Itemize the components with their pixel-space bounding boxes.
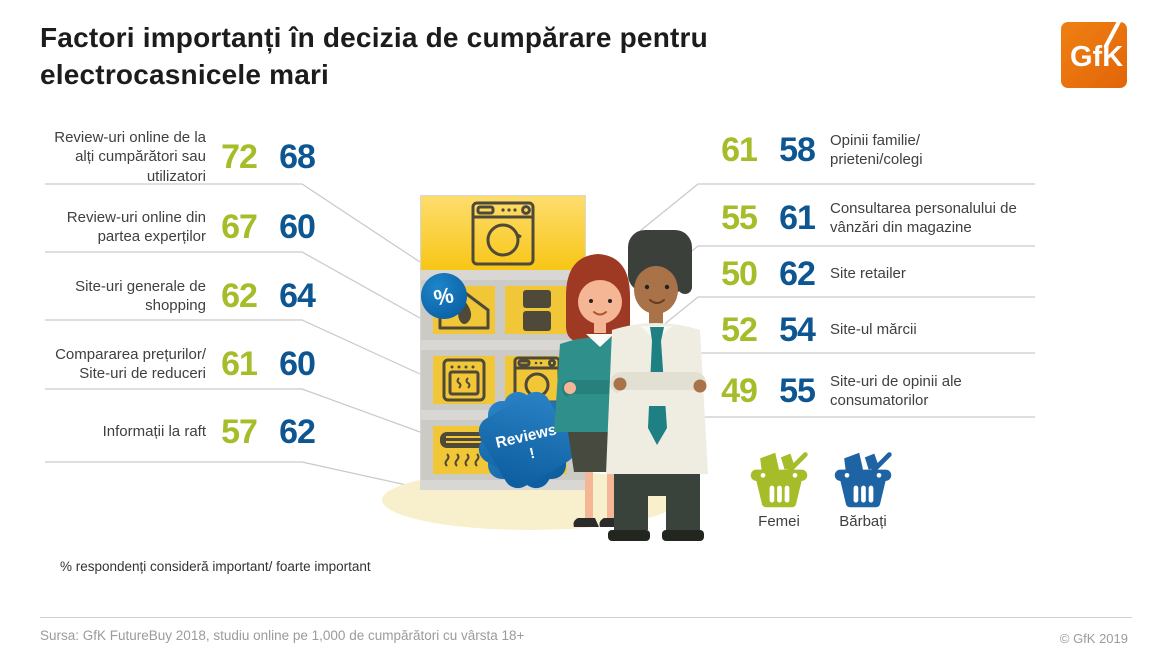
barbati-value: 55 <box>779 371 816 410</box>
factor-label: Consultarea personalului de vânzări din … <box>830 199 1017 236</box>
barbati-value: 60 <box>279 207 316 246</box>
legend-femei: Femei <box>738 450 820 530</box>
factor-label: Opinii familie/ prieteni/colegi <box>830 131 923 168</box>
barbati-basket-icon <box>834 452 892 508</box>
reviews-badge: Reviews ! <box>478 391 576 489</box>
femei-value: 67 <box>221 207 258 246</box>
factor-row: 49 55 Site-uri de opinii ale consumatori… <box>714 366 1046 416</box>
factor-row: 55 61 Consultarea personalului de vânzăr… <box>714 193 1046 243</box>
legend-femei-label: Femei <box>758 513 800 530</box>
barbati-value: 60 <box>279 344 316 383</box>
floor-shadow <box>382 470 678 530</box>
factor-row: Compararea prețurilor/ Site-uri de reduc… <box>40 340 322 388</box>
percent-badge: % <box>421 273 467 319</box>
factor-row: Review-uri online de la alți cumpărători… <box>40 125 322 189</box>
femei-value: 52 <box>721 310 758 349</box>
femei-basket-icon <box>750 452 808 508</box>
woman-figure <box>554 254 646 527</box>
legend-barbati: Bărbați <box>822 450 904 530</box>
factor-label: Site-uri generale de shopping <box>75 277 206 314</box>
barbati-value: 54 <box>779 310 816 349</box>
femei-value: 49 <box>721 371 758 410</box>
factor-row: 61 58 Opinii familie/ prieteni/colegi <box>714 125 1046 175</box>
barbati-value: 68 <box>279 137 316 176</box>
factor-label: Site retailer <box>830 265 906 283</box>
factor-label: Compararea prețurilor/ Site-uri de reduc… <box>55 345 206 382</box>
barbati-value: 62 <box>779 254 816 293</box>
dryer-icon <box>513 356 561 404</box>
percent-sign: % <box>432 282 456 311</box>
factor-label: Review-uri online din partea experților <box>66 208 206 245</box>
copyright-text: © GfK 2019 <box>1059 631 1128 646</box>
femei-value: 61 <box>721 130 758 169</box>
gfk-logo: GfK <box>1061 12 1127 88</box>
reviews-badge-exclamation: ! <box>528 445 537 463</box>
reviews-badge-text: Reviews <box>494 421 558 452</box>
factor-row: Informații la raft 57 62 <box>40 408 322 456</box>
femei-value: 72 <box>221 137 258 176</box>
femei-value: 50 <box>721 254 758 293</box>
appliance-shelf <box>420 195 586 490</box>
man-figure <box>606 230 708 541</box>
factor-label: Site-uri de opinii ale consumatorilor <box>830 372 962 409</box>
barbati-value: 61 <box>779 198 816 237</box>
chart-note: % respondenți consideră important/ foart… <box>60 559 371 574</box>
factor-label: Site-ul mărcii <box>830 321 917 339</box>
femei-value: 62 <box>221 276 258 315</box>
washing-machine-icon <box>471 201 535 266</box>
factor-label: Review-uri online de la alți cumpărători… <box>54 129 206 185</box>
femei-value: 55 <box>721 198 758 237</box>
femei-value: 57 <box>221 412 258 451</box>
footer-divider <box>40 617 1132 618</box>
air-conditioner-icon <box>440 432 490 467</box>
heating-house-icon <box>438 290 490 330</box>
shelf-top-panel <box>421 196 585 270</box>
logo-accent-slash <box>1104 12 1125 48</box>
barbati-value: 64 <box>279 276 316 315</box>
logo-text: GfK <box>1070 41 1123 73</box>
legend-barbati-label: Bărbați <box>839 513 887 530</box>
factor-row: 52 54 Site-ul mărcii <box>714 308 1046 352</box>
factor-label: Informații la raft <box>102 423 206 441</box>
barbati-value: 58 <box>779 130 816 169</box>
fridge-icon <box>523 290 551 331</box>
femei-value: 61 <box>221 344 258 383</box>
factor-row: Review-uri online din partea experților … <box>40 203 322 251</box>
factor-row: Site-uri generale de shopping 62 64 <box>40 272 322 320</box>
oven-icon <box>442 358 486 402</box>
page-title: Factori importanți în decizia de cumpăra… <box>40 22 708 90</box>
source-text: Sursa: GfK FutureBuy 2018, studiu online… <box>40 628 525 643</box>
factor-row: 50 62 Site retailer <box>714 252 1046 296</box>
barbati-value: 62 <box>279 412 316 451</box>
